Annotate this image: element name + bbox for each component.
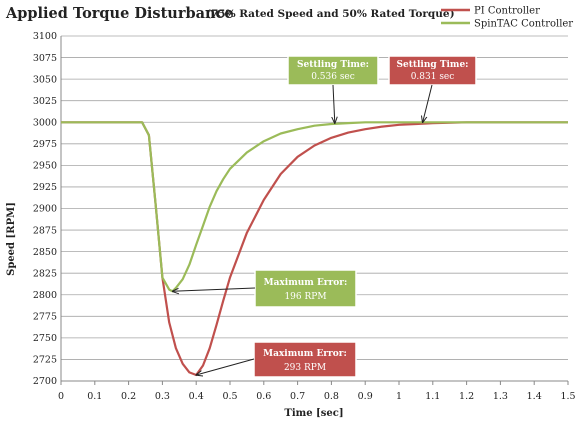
y-tick-label: 2700	[33, 376, 57, 387]
y-tick-label: 3025	[33, 96, 57, 107]
annotation-box	[287, 55, 379, 86]
y-tick-label: 2850	[33, 247, 57, 258]
y-tick-label: 2750	[33, 333, 57, 344]
y-tick-label: 2825	[33, 268, 57, 279]
x-tick-label: 0	[58, 391, 64, 402]
x-tick-label: 1	[396, 391, 402, 402]
y-tick-label: 3075	[33, 53, 57, 64]
series-line-pi	[61, 121, 568, 377]
annotation-box	[254, 269, 357, 308]
annotation-pi-settling-title: Settling Time:	[396, 60, 468, 70]
y-axis-label: Speed [RPM]	[6, 202, 17, 276]
y-axis-ticks: 2700 2725 2750 2775 2800 2825 2850 2875 2900 2925…	[33, 31, 57, 387]
x-tick-label: 0.9	[358, 391, 373, 402]
x-tick-label: 0.7	[290, 391, 305, 402]
x-tick-label: 0.2	[121, 391, 136, 402]
x-axis-label: Time [sec]	[284, 408, 343, 419]
x-tick-label: 0.4	[189, 391, 204, 402]
chart-title: Applied Torque Disturbance	[5, 5, 234, 22]
x-tick-label: 0.6	[256, 391, 271, 402]
series-lines	[61, 121, 568, 377]
annotation-pi-max-error: Maximum Error: 293 RPM	[196, 341, 357, 378]
annotations: Settling Time: 0.831 sec Settling Time: …	[173, 55, 477, 378]
x-tick-label: 0.8	[324, 391, 339, 402]
annotation-spintac-max-error-title: Maximum Error:	[264, 278, 348, 288]
x-tick-label: 1.3	[493, 391, 508, 402]
legend-label-pi: PI Controller	[474, 6, 540, 17]
x-tick-label: 0.1	[87, 391, 102, 402]
annotation-box	[388, 55, 477, 86]
legend: PI Controller SpinTAC Controller	[441, 6, 573, 30]
y-tick-label: 2800	[33, 290, 57, 301]
annotation-spintac-settling-title: Settling Time:	[297, 60, 369, 70]
annotation-pi-max-error-title: Maximum Error:	[263, 349, 347, 359]
y-tick-label: 2900	[33, 204, 57, 215]
annotation-spintac-max-error-value: 196 RPM	[284, 292, 326, 302]
annotation-pi-max-error-value: 293 RPM	[284, 363, 326, 373]
annotation-box	[253, 341, 357, 378]
y-tick-label: 2775	[33, 312, 57, 323]
chart-subtitle: (75% Rated Speed and 50% Rated Torque)	[206, 8, 455, 20]
x-tick-label: 1.1	[425, 391, 440, 402]
annotation-spintac-settling: Settling Time: 0.536 sec	[287, 55, 379, 123]
annotation-pi-settling: Settling Time: 0.831 sec	[388, 55, 477, 122]
series-line-spintac	[61, 121, 568, 293]
annotation-spintac-settling-value: 0.536 sec	[311, 72, 355, 82]
y-tick-label: 2925	[33, 182, 57, 193]
annotation-arrow	[196, 358, 255, 375]
y-tick-label: 3000	[33, 117, 57, 128]
y-tick-label: 2975	[33, 139, 57, 150]
y-tick-label: 3050	[33, 74, 57, 85]
y-tick-label: 2950	[33, 161, 57, 172]
annotation-pi-settling-value: 0.831 sec	[411, 72, 455, 82]
annotation-arrow	[333, 84, 335, 123]
x-tick-label: 1.4	[527, 391, 542, 402]
annotation-arrow	[423, 84, 433, 122]
gridlines	[61, 35, 568, 382]
x-tick-label: 0.5	[222, 391, 237, 402]
legend-label-spintac: SpinTAC Controller	[474, 19, 573, 30]
x-axis-ticks: 0 0.1 0.2 0.3 0.4 0.5 0.6 0.7 0.8 0.9 1 1.1 1.2 1.3 1.…	[58, 381, 576, 402]
x-tick-label: 1.5	[560, 391, 575, 402]
x-tick-label: 1.2	[459, 391, 474, 402]
y-tick-label: 3100	[33, 31, 57, 42]
x-tick-label: 0.3	[155, 391, 170, 402]
annotation-spintac-max-error: Maximum Error: 196 RPM	[173, 269, 357, 308]
y-tick-label: 2725	[33, 355, 57, 366]
annotation-arrow	[173, 287, 256, 291]
y-tick-label: 2875	[33, 225, 57, 236]
plot-frame	[60, 36, 568, 382]
